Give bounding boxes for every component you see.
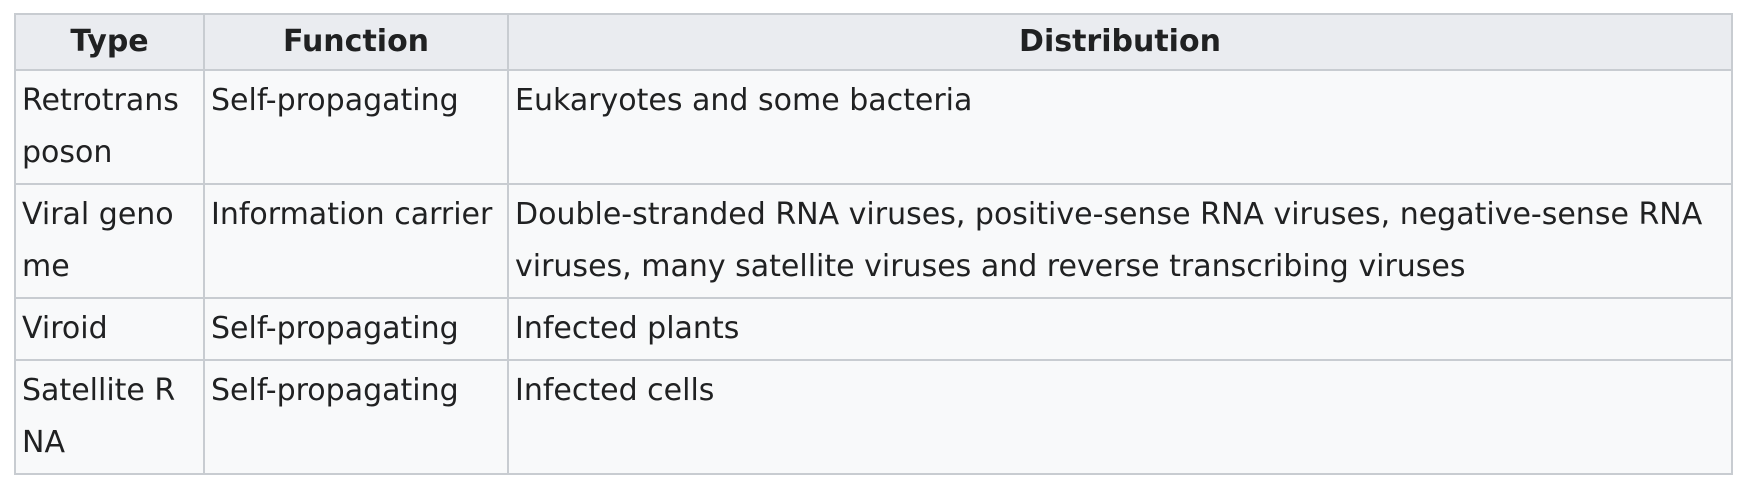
column-header-type: Type: [14, 13, 205, 71]
column-header-function: Function: [203, 13, 509, 71]
header-row: Type Function Distribution: [14, 13, 1733, 71]
cell-distribution: Infected cells: [507, 359, 1733, 475]
table-row: Viral genome Information carrier Double-…: [14, 183, 1733, 299]
cell-type: Satellite RNA: [14, 359, 205, 475]
cell-type: Viroid: [14, 297, 205, 361]
cell-distribution: Double-stranded RNA viruses, positive-se…: [507, 183, 1733, 299]
column-header-distribution: Distribution: [507, 13, 1733, 71]
cell-function: Information carrier: [203, 183, 509, 299]
cell-type: Retrotransposon: [14, 69, 205, 185]
cell-function: Self-propagating: [203, 297, 509, 361]
cell-type: Viral genome: [14, 183, 205, 299]
table-header: Type Function Distribution: [14, 13, 1733, 71]
table-row: Satellite RNA Self-propagating Infected …: [14, 359, 1733, 475]
table-body: Retrotransposon Self-propagating Eukaryo…: [14, 69, 1733, 475]
table-row: Viroid Self-propagating Infected plants: [14, 297, 1733, 361]
rna-types-table: Type Function Distribution Retrotranspos…: [14, 13, 1733, 475]
table-row: Retrotransposon Self-propagating Eukaryo…: [14, 69, 1733, 185]
cell-distribution: Eukaryotes and some bacteria: [507, 69, 1733, 185]
cell-function: Self-propagating: [203, 69, 509, 185]
cell-distribution: Infected plants: [507, 297, 1733, 361]
cell-function: Self-propagating: [203, 359, 509, 475]
